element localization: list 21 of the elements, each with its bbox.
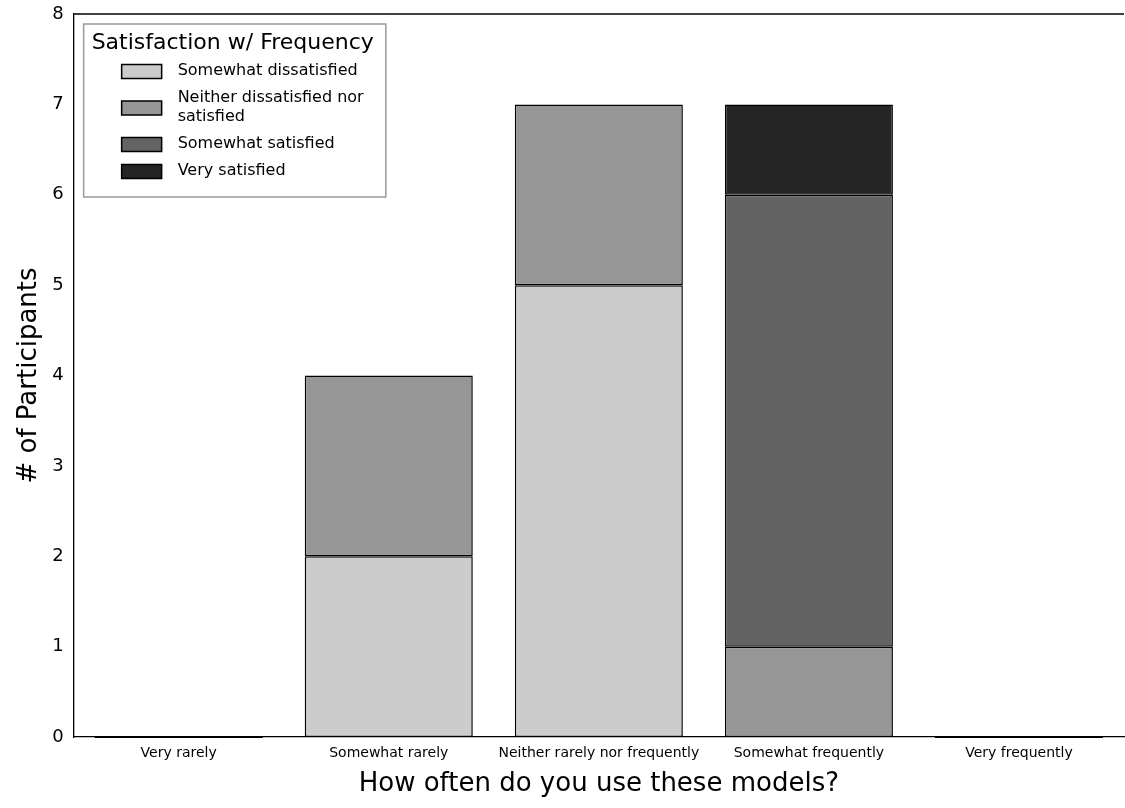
- y-tick-label: 5: [52, 272, 64, 294]
- legend-label: Very satisfied: [177, 160, 286, 180]
- x-tick-label: Somewhat rarely: [329, 744, 449, 761]
- legend-label: Somewhat satisfied: [177, 133, 335, 153]
- y-tick-label: 6: [52, 182, 64, 204]
- y-tick-label: 1: [52, 634, 64, 656]
- legend-label: Neither dissatisfied nor satisfied: [177, 87, 365, 126]
- legend-label: Somewhat dissatisfied: [177, 60, 358, 80]
- y-tick-label: 4: [52, 363, 64, 385]
- y-tick-label: 7: [52, 92, 64, 114]
- x-tick-label: Neither rarely nor frequently: [498, 744, 700, 761]
- y-tick-label: 0: [52, 724, 64, 746]
- y-tick-label: 8: [52, 1, 64, 23]
- y-axis-title: # of Participants: [12, 267, 43, 484]
- x-tick-label: Somewhat frequently: [733, 744, 885, 761]
- y-tick-label: 3: [52, 453, 64, 475]
- x-tick-label: Very rarely: [140, 744, 217, 761]
- y-tick-label: 2: [52, 543, 64, 565]
- x-tick-label: Very frequently: [965, 744, 1073, 761]
- x-axis-title: How often do you use these models?: [358, 767, 839, 798]
- legend-title: Satisfaction w/ Frequency: [91, 28, 374, 54]
